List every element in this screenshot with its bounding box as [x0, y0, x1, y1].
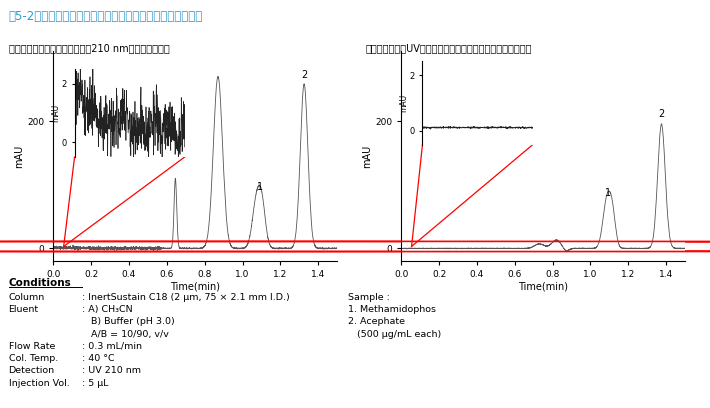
Text: Sample :: Sample : — [348, 293, 390, 302]
Text: : UV 210 nm: : UV 210 nm — [82, 366, 141, 375]
Text: 嘷5-2　緩衝液の種類を変えることによるノイズ低減の一例: 嘷5-2 緩衝液の種類を変えることによるノイズ低減の一例 — [9, 10, 203, 23]
Y-axis label: mAU: mAU — [399, 94, 408, 112]
Y-axis label: mAU: mAU — [51, 104, 60, 122]
Text: ギ酸の代わりにUV吸収の少ないリン酸緩衝液を使用した場合: ギ酸の代わりにUV吸収の少ないリン酸緩衝液を使用した場合 — [366, 43, 532, 53]
X-axis label: Time(min): Time(min) — [170, 282, 220, 292]
Text: Col. Temp.: Col. Temp. — [9, 354, 58, 363]
Text: Conditions: Conditions — [9, 278, 71, 288]
Text: A/B = 10/90, v/v: A/B = 10/90, v/v — [82, 330, 168, 339]
Text: : A) CH₃CN: : A) CH₃CN — [82, 305, 132, 314]
Text: Column: Column — [9, 293, 45, 302]
Text: : 0.3 mL/min: : 0.3 mL/min — [82, 342, 142, 351]
Text: : 40 °C: : 40 °C — [82, 354, 114, 363]
Text: 1: 1 — [256, 182, 263, 192]
Text: (500 μg/mL each): (500 μg/mL each) — [348, 330, 441, 339]
Text: 2. Acephate: 2. Acephate — [348, 317, 405, 326]
Text: Detection: Detection — [9, 366, 55, 375]
Text: 1. Methamidophos: 1. Methamidophos — [348, 305, 436, 314]
Y-axis label: mAU: mAU — [362, 144, 372, 168]
Text: : InertSustain C18 (2 μm, 75 × 2.1 mm I.D.): : InertSustain C18 (2 μm, 75 × 2.1 mm I.… — [82, 293, 290, 302]
Text: 2: 2 — [301, 70, 307, 80]
Text: 1: 1 — [604, 188, 611, 198]
Text: B) Buffer (pH 3.0): B) Buffer (pH 3.0) — [82, 317, 175, 326]
Y-axis label: mAU: mAU — [14, 144, 24, 168]
Text: 2: 2 — [658, 109, 665, 119]
Text: Flow Rate: Flow Rate — [9, 342, 55, 351]
X-axis label: Time(min): Time(min) — [518, 282, 568, 292]
Text: Eluent: Eluent — [9, 305, 38, 314]
Text: : 5 μL: : 5 μL — [82, 379, 108, 388]
Text: Injection Vol.: Injection Vol. — [9, 379, 70, 388]
Text: 溶離液にギ酸緩衝液を使用して210 nmで検出した場合: 溶離液にギ酸緩衝液を使用して210 nmで検出した場合 — [9, 43, 169, 53]
